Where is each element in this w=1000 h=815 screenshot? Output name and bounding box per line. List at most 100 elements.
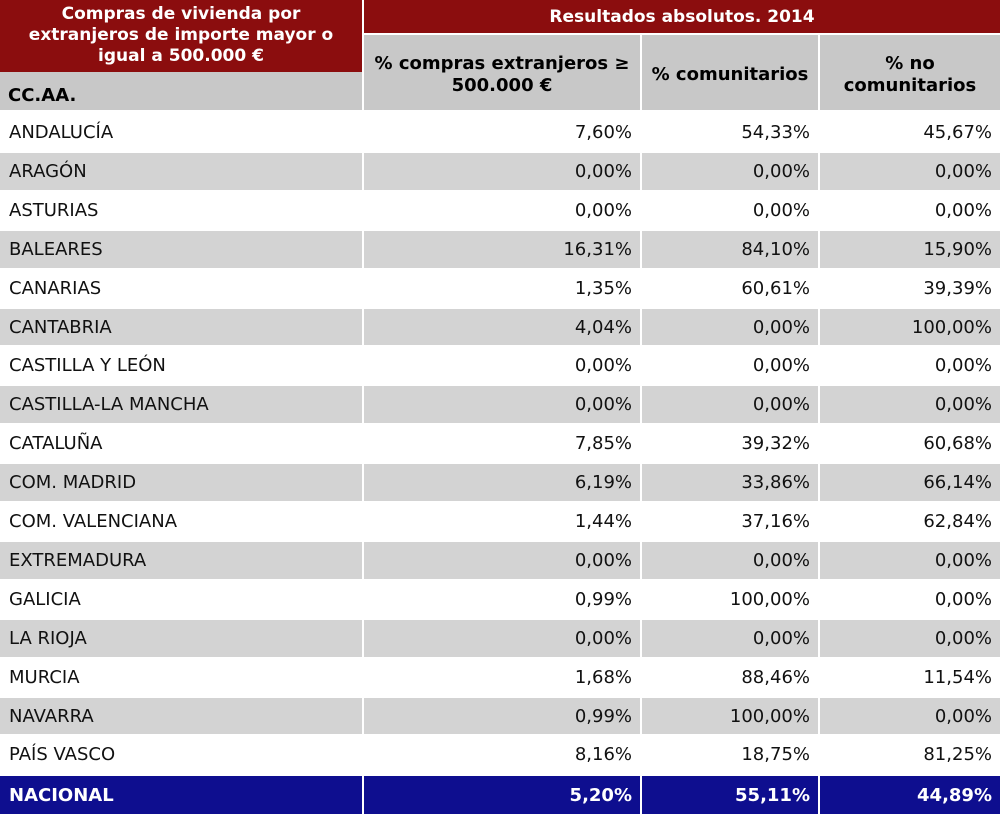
value-cell: 39,32%	[741, 433, 810, 454]
value-cell: 100,00%	[729, 705, 810, 727]
value-cell: 0,00%	[574, 161, 632, 182]
row-stripe	[642, 153, 818, 190]
row-stripe	[0, 464, 362, 501]
value-cell: 0,00%	[934, 705, 992, 727]
value-cell: 33,86%	[741, 472, 810, 493]
row-stripe	[0, 620, 362, 657]
row-stripe	[820, 620, 1000, 657]
region-name: CASTILLA Y LEÓN	[9, 355, 166, 376]
value-cell: 0,00%	[934, 550, 992, 571]
value-cell: 0,00%	[752, 161, 810, 182]
value-cell: 7,85%	[574, 433, 632, 454]
region-column-header: CC.AA.	[0, 72, 362, 110]
row-stripe	[820, 464, 1000, 501]
value-cell: 0,00%	[574, 355, 632, 376]
row-stripe	[642, 464, 818, 501]
value-cell: 15,90%	[923, 239, 992, 260]
row-stripe	[642, 386, 818, 423]
row-stripe	[642, 309, 818, 345]
row-stripe	[0, 542, 362, 579]
value-cell: 37,16%	[741, 511, 810, 532]
row-stripe	[820, 153, 1000, 190]
value-cell: 8,16%	[574, 744, 632, 765]
value-cell: 0,00%	[934, 355, 992, 376]
region-name: ANDALUCÍA	[9, 122, 114, 143]
value-cell: 100,00%	[729, 589, 810, 610]
value-cell: 66,14%	[923, 472, 992, 493]
value-cell: 0,00%	[752, 316, 810, 338]
value-cell: 39,39%	[923, 278, 992, 299]
region-name: ARAGÓN	[9, 161, 87, 182]
value-cell: 4,04%	[574, 316, 632, 338]
total-region-name: NACIONAL	[0, 776, 362, 814]
row-stripe	[364, 153, 640, 190]
row-stripe	[0, 309, 362, 345]
value-cell: 0,00%	[934, 589, 992, 610]
row-stripe	[820, 698, 1000, 734]
region-name: PAÍS VASCO	[9, 744, 116, 765]
row-stripe	[0, 698, 362, 734]
row-stripe	[364, 620, 640, 657]
row-stripe	[642, 542, 818, 579]
value-cell: 0,00%	[934, 628, 992, 649]
value-cell: 0,00%	[752, 394, 810, 415]
row-stripe	[364, 464, 640, 501]
column-header-pct-foreign-purchases: % compras extranjeros ≥ 500.000 €	[364, 35, 640, 110]
column-header-pct-non-eu: % no comunitarios	[820, 35, 1000, 110]
region-name: MURCIA	[9, 667, 80, 688]
row-stripe	[820, 231, 1000, 268]
value-cell: 54,33%	[741, 122, 810, 143]
value-cell: 100,00%	[911, 316, 992, 338]
region-name: ASTURIAS	[9, 200, 99, 221]
region-name: CASTILLA-LA MANCHA	[9, 394, 209, 415]
value-cell: 0,00%	[752, 550, 810, 571]
value-cell: 0,00%	[574, 394, 632, 415]
value-cell: 0,00%	[934, 394, 992, 415]
value-cell: 62,84%	[923, 511, 992, 532]
value-cell: 84,10%	[741, 239, 810, 260]
total-value-cell: 5,20%	[364, 776, 640, 814]
row-stripe	[642, 698, 818, 734]
value-cell: 0,99%	[574, 589, 632, 610]
row-stripe	[364, 542, 640, 579]
table-title: Compras de vivienda por extranjeros de i…	[0, 0, 362, 72]
value-cell: 0,00%	[574, 550, 632, 571]
value-cell: 16,31%	[563, 239, 632, 260]
row-stripe	[364, 309, 640, 345]
region-name: COM. VALENCIANA	[9, 511, 178, 532]
value-cell: 6,19%	[574, 472, 632, 493]
row-stripe	[364, 231, 640, 268]
row-stripe	[364, 386, 640, 423]
value-cell: 0,00%	[574, 200, 632, 221]
total-value-cell: 44,89%	[820, 776, 1000, 814]
results-group-header: Resultados absolutos. 2014	[364, 0, 1000, 33]
value-cell: 0,00%	[934, 161, 992, 182]
row-stripe	[0, 231, 362, 268]
row-stripe	[820, 309, 1000, 345]
value-cell: 60,68%	[923, 433, 992, 454]
region-name: CANARIAS	[9, 278, 102, 299]
value-cell: 0,00%	[934, 200, 992, 221]
value-cell: 7,60%	[574, 122, 632, 143]
row-stripe	[820, 386, 1000, 423]
region-name: COM. MADRID	[9, 472, 137, 493]
region-name: EXTREMADURA	[9, 550, 147, 571]
region-name: CANTABRIA	[9, 316, 112, 338]
value-cell: 45,67%	[923, 122, 992, 143]
value-cell: 0,00%	[752, 200, 810, 221]
value-cell: 60,61%	[741, 278, 810, 299]
value-cell: 1,44%	[574, 511, 632, 532]
row-stripe	[642, 620, 818, 657]
row-stripe	[642, 231, 818, 268]
value-cell: 0,99%	[574, 705, 632, 727]
row-stripe	[364, 698, 640, 734]
region-name: GALICIA	[9, 589, 81, 610]
value-cell: 88,46%	[741, 667, 810, 688]
region-name: NAVARRA	[9, 705, 94, 727]
value-cell: 81,25%	[923, 744, 992, 765]
region-name: BALEARES	[9, 239, 103, 260]
value-cell: 0,00%	[752, 628, 810, 649]
value-cell: 1,35%	[574, 278, 632, 299]
region-name: LA RIOJA	[9, 628, 87, 649]
